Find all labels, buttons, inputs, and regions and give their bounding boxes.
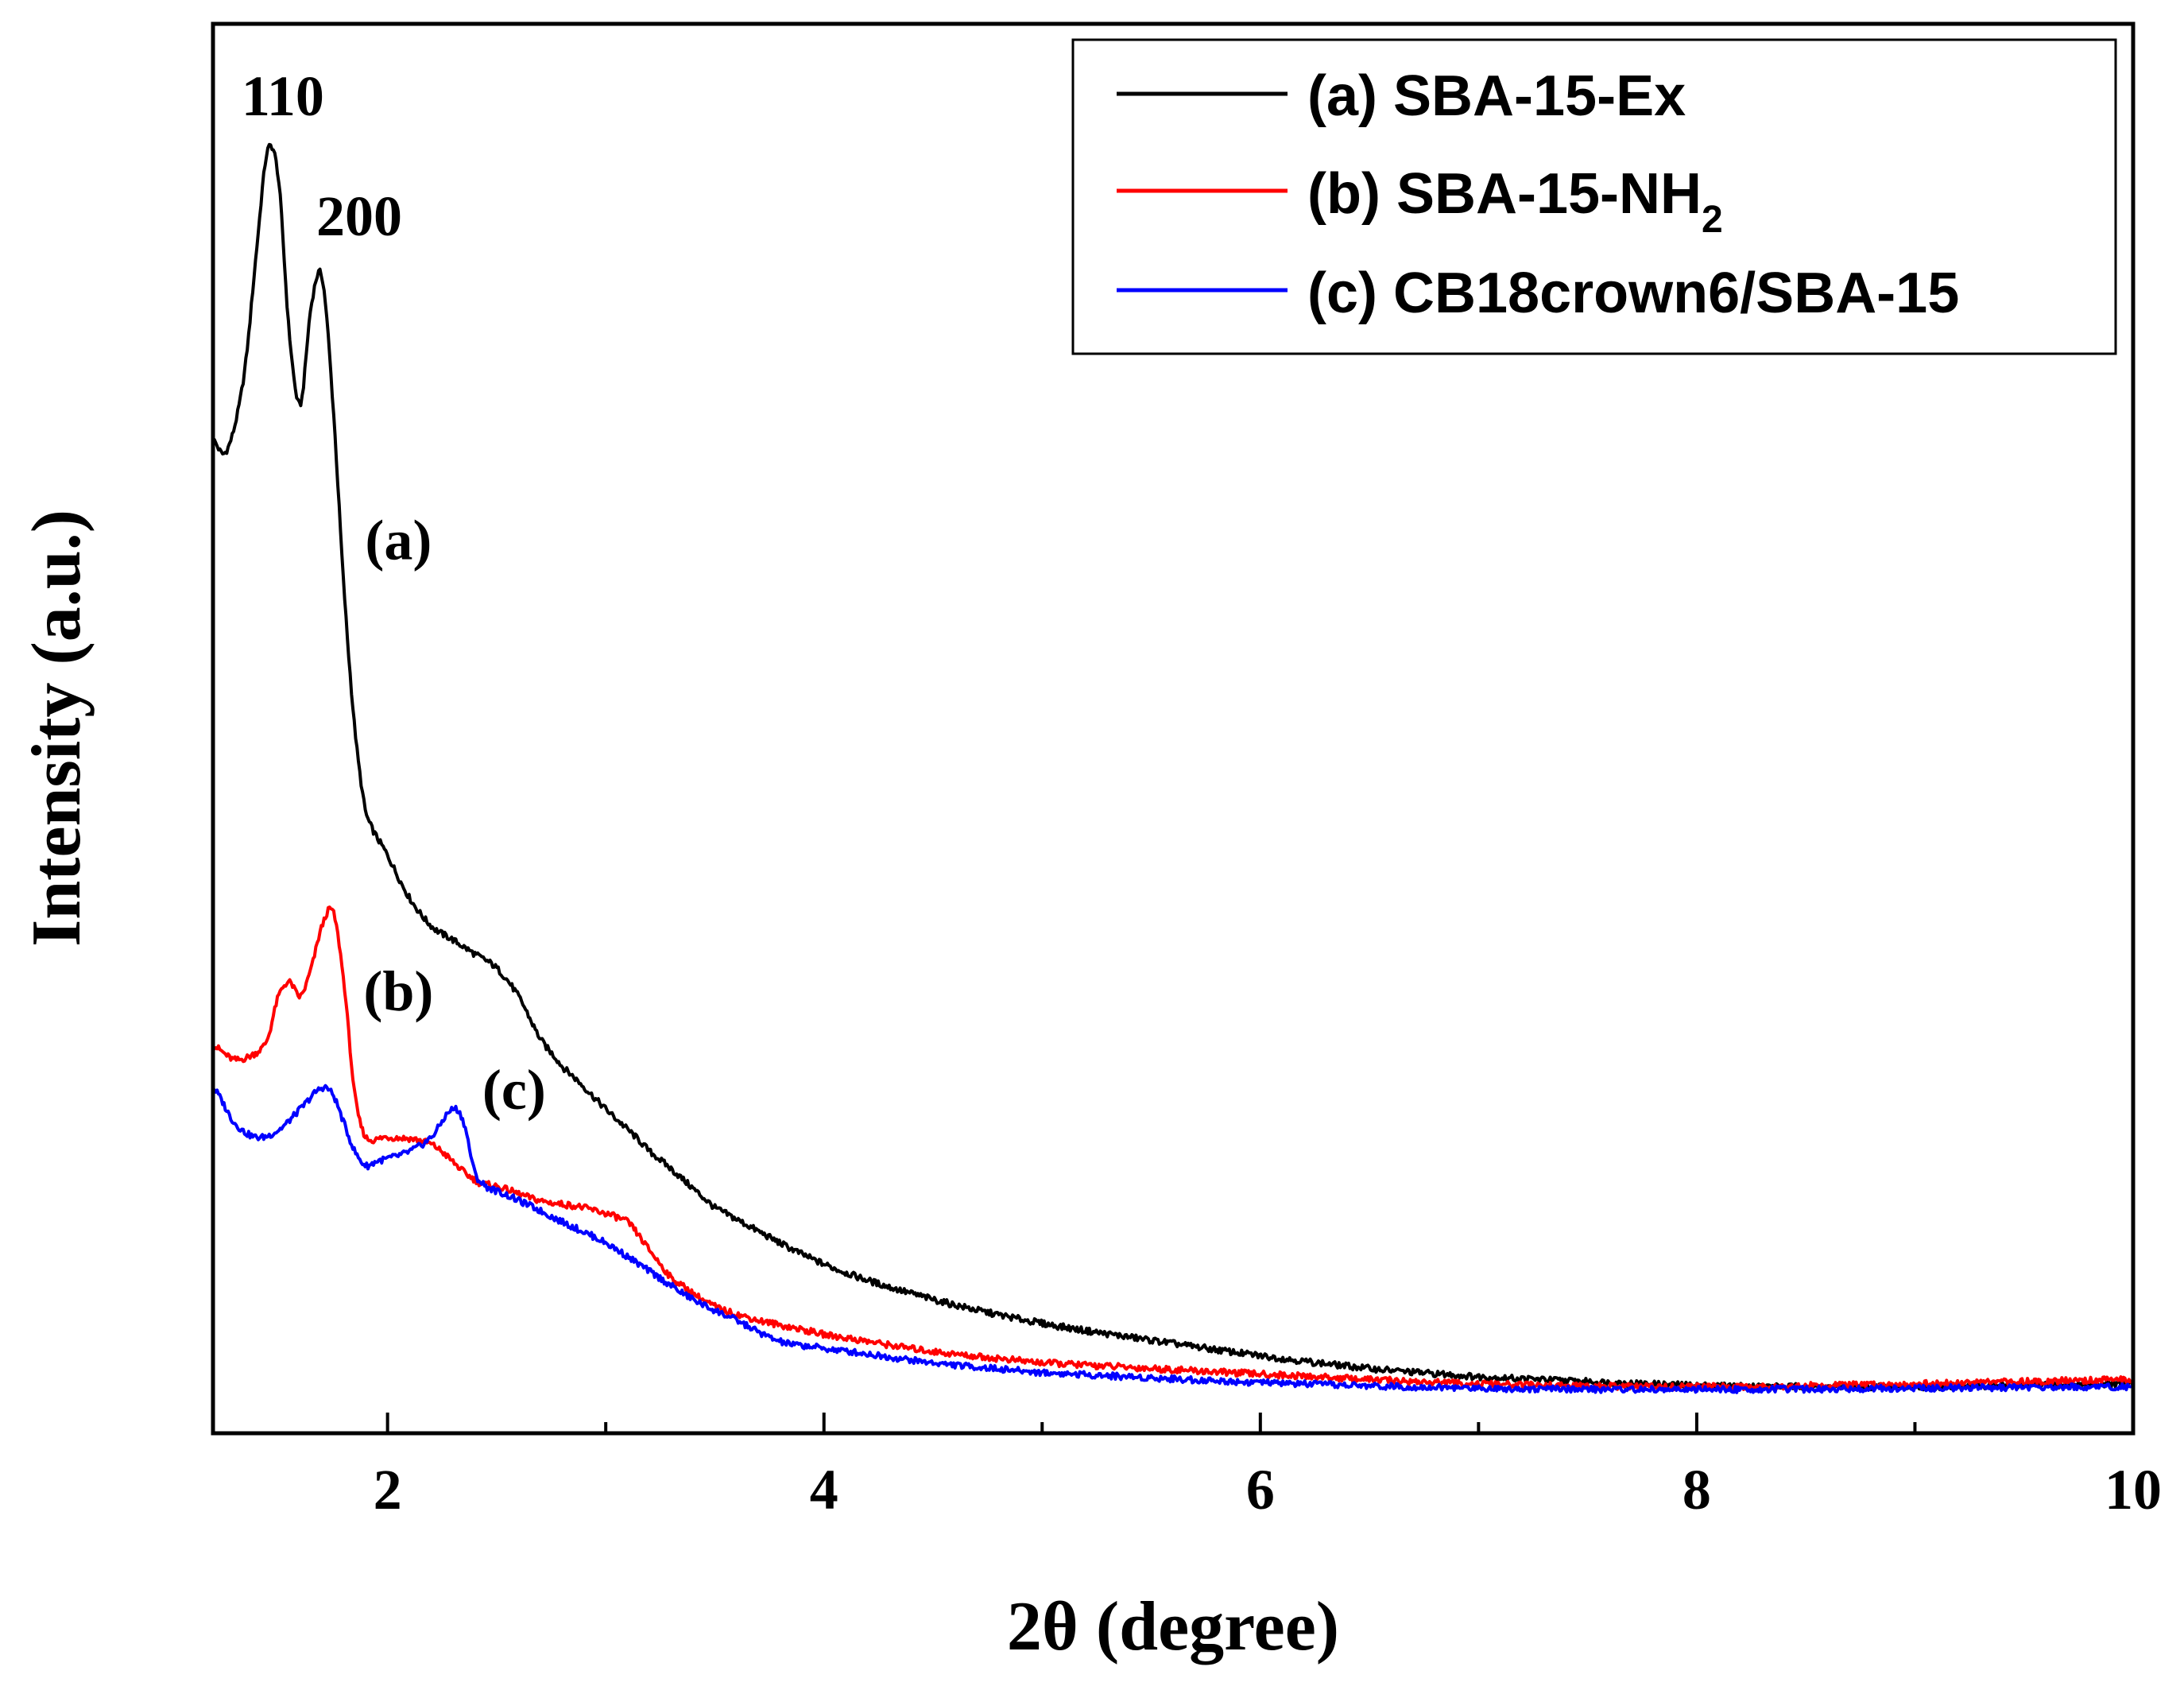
annotation-label: (c) [482,1058,546,1122]
plot-frame [211,21,2136,1436]
legend-label-a: (a) SBA-15-Ex [1307,64,1686,128]
curve-annotations: 110 200 (a) (b) (c) [242,64,546,1122]
series-line-2 [212,905,2135,1392]
legend: (a) SBA-15-Ex (b) SBA-15-NH2 (c) CB18cro… [1071,38,2117,355]
x-tick-label: 4 [810,1458,838,1521]
series-lines [211,142,2135,1394]
x-axis-ticks [385,1413,2135,1433]
annotation-label: (a) [365,509,432,572]
legend-label-b-subscript: 2 [1702,199,1723,241]
x-tick-label: 6 [1246,1458,1275,1521]
x-tick-label: 10 [2105,1458,2162,1521]
series-line-3 [212,1083,2135,1394]
legend-label-c: (c) CB18crown6/SBA-15 [1307,262,1959,325]
x-tick-label: 8 [1683,1458,1711,1521]
y-axis-title: Intensity (a.u.) [18,510,95,947]
annotation-label: 200 [316,184,402,248]
annotation-label: 110 [242,64,324,128]
legend-label-b: (b) SBA-15-NH2 [1307,162,1723,241]
x-tick-label: 2 [374,1458,402,1521]
annotation-label: (b) [363,959,433,1023]
x-axis-tick-labels: 2 4 6 8 10 [374,1458,2162,1521]
x-axis-title: 2θ (degree) [1007,1588,1339,1665]
